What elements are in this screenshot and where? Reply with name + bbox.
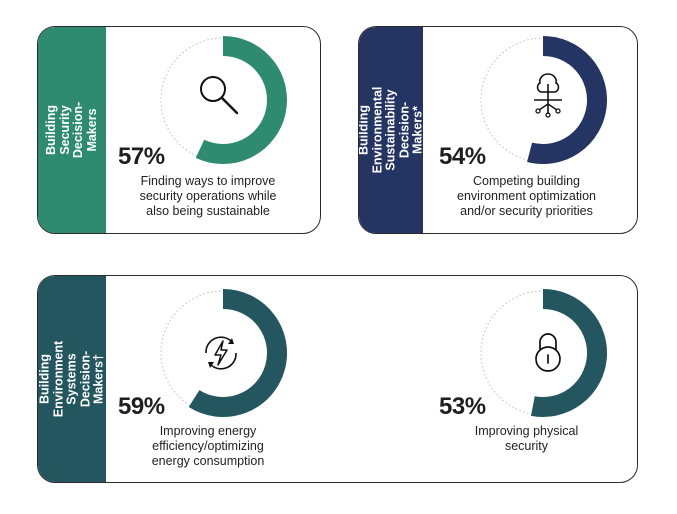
donut-energy (158, 288, 288, 418)
donut-sustainability (478, 35, 608, 165)
donut-energy-value-arc (188, 289, 287, 417)
donut-sustainability-value-arc (527, 36, 607, 164)
systems-card: Building Environment Systems Decision-Ma… (37, 275, 638, 483)
donut-physical-security (478, 288, 608, 418)
value-label-sustainability: 54% (439, 143, 486, 170)
systems-tab: Building Environment Systems Decision-Ma… (38, 276, 106, 482)
energy-bolt-icon (198, 330, 244, 376)
donut-energy-svg (160, 289, 287, 417)
description-energy: Improving energy efficiency/optimizing e… (151, 424, 265, 468)
value-label-physical-security: 53% (439, 393, 486, 420)
description-sustainability: Competing building environment optimizat… (457, 174, 596, 218)
sustainability-tab-label: Building Environmental Sustainability De… (358, 86, 425, 174)
donut-sustainability-svg (480, 36, 607, 164)
security-tab: Building Security Decision-Makers (38, 27, 106, 233)
tree-circuit-icon (525, 70, 571, 118)
padlock-icon (525, 328, 571, 374)
description-physical-security: Improving physical security (474, 424, 579, 453)
description-security: Finding ways to improve security operati… (139, 174, 277, 218)
sustainability-tab: Building Environmental Sustainability De… (358, 27, 425, 233)
donut-physical-security-value-arc (531, 289, 608, 417)
value-label-security: 57% (118, 143, 165, 170)
donut-security (158, 35, 288, 165)
magnifier-icon (196, 72, 242, 118)
donut-physical-security-svg (480, 289, 608, 417)
donut-security-svg (160, 36, 287, 164)
security-tab-label: Building Security Decision-Makers (44, 101, 99, 159)
systems-tab-label: Building Environment Systems Decision-Ma… (37, 340, 106, 418)
value-label-energy: 59% (118, 393, 165, 420)
donut-security-value-arc (195, 36, 287, 164)
